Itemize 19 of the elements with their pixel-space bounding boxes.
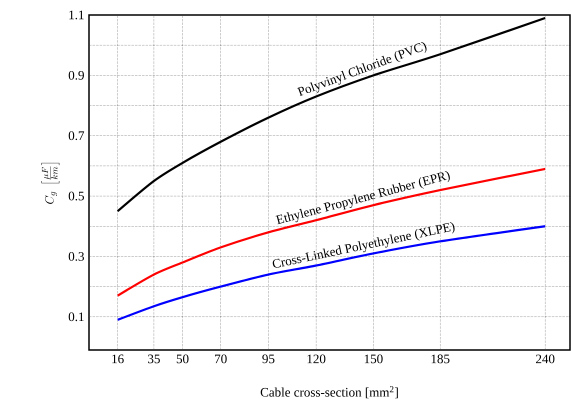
y-axis-title: $C_g \; \left[\frac{\mu F}{km}\right]$	[41, 162, 60, 204]
y-tick-label: 1.1	[69, 10, 84, 20]
x-axis-title: Cable cross-section [mm$^{2}$]	[260, 386, 398, 398]
y-tick-label: 0.3	[68, 252, 84, 261]
x-tick-label: 240	[536, 354, 554, 364]
y-tick-label: 0.5	[68, 192, 84, 200]
y-tick-label: 0.9	[68, 70, 84, 80]
x-tick-label: 95	[262, 354, 274, 364]
y-tick-label: 0.7	[68, 131, 84, 140]
x-tick-label: 50	[176, 354, 189, 364]
y-tick-label: 0.1	[68, 312, 84, 322]
x-tick-label: 150	[364, 354, 383, 364]
line-series	[116, 168, 546, 297]
text: Ethylene Propylene Rubber (EPR)	[276, 170, 450, 224]
x-tick-label: 70	[215, 354, 227, 364]
x-tick-label: 120	[308, 354, 326, 364]
x-tick-label: 185	[432, 354, 450, 364]
x-tick-label: 35	[148, 354, 160, 364]
x-tick-label: 16	[112, 354, 124, 364]
